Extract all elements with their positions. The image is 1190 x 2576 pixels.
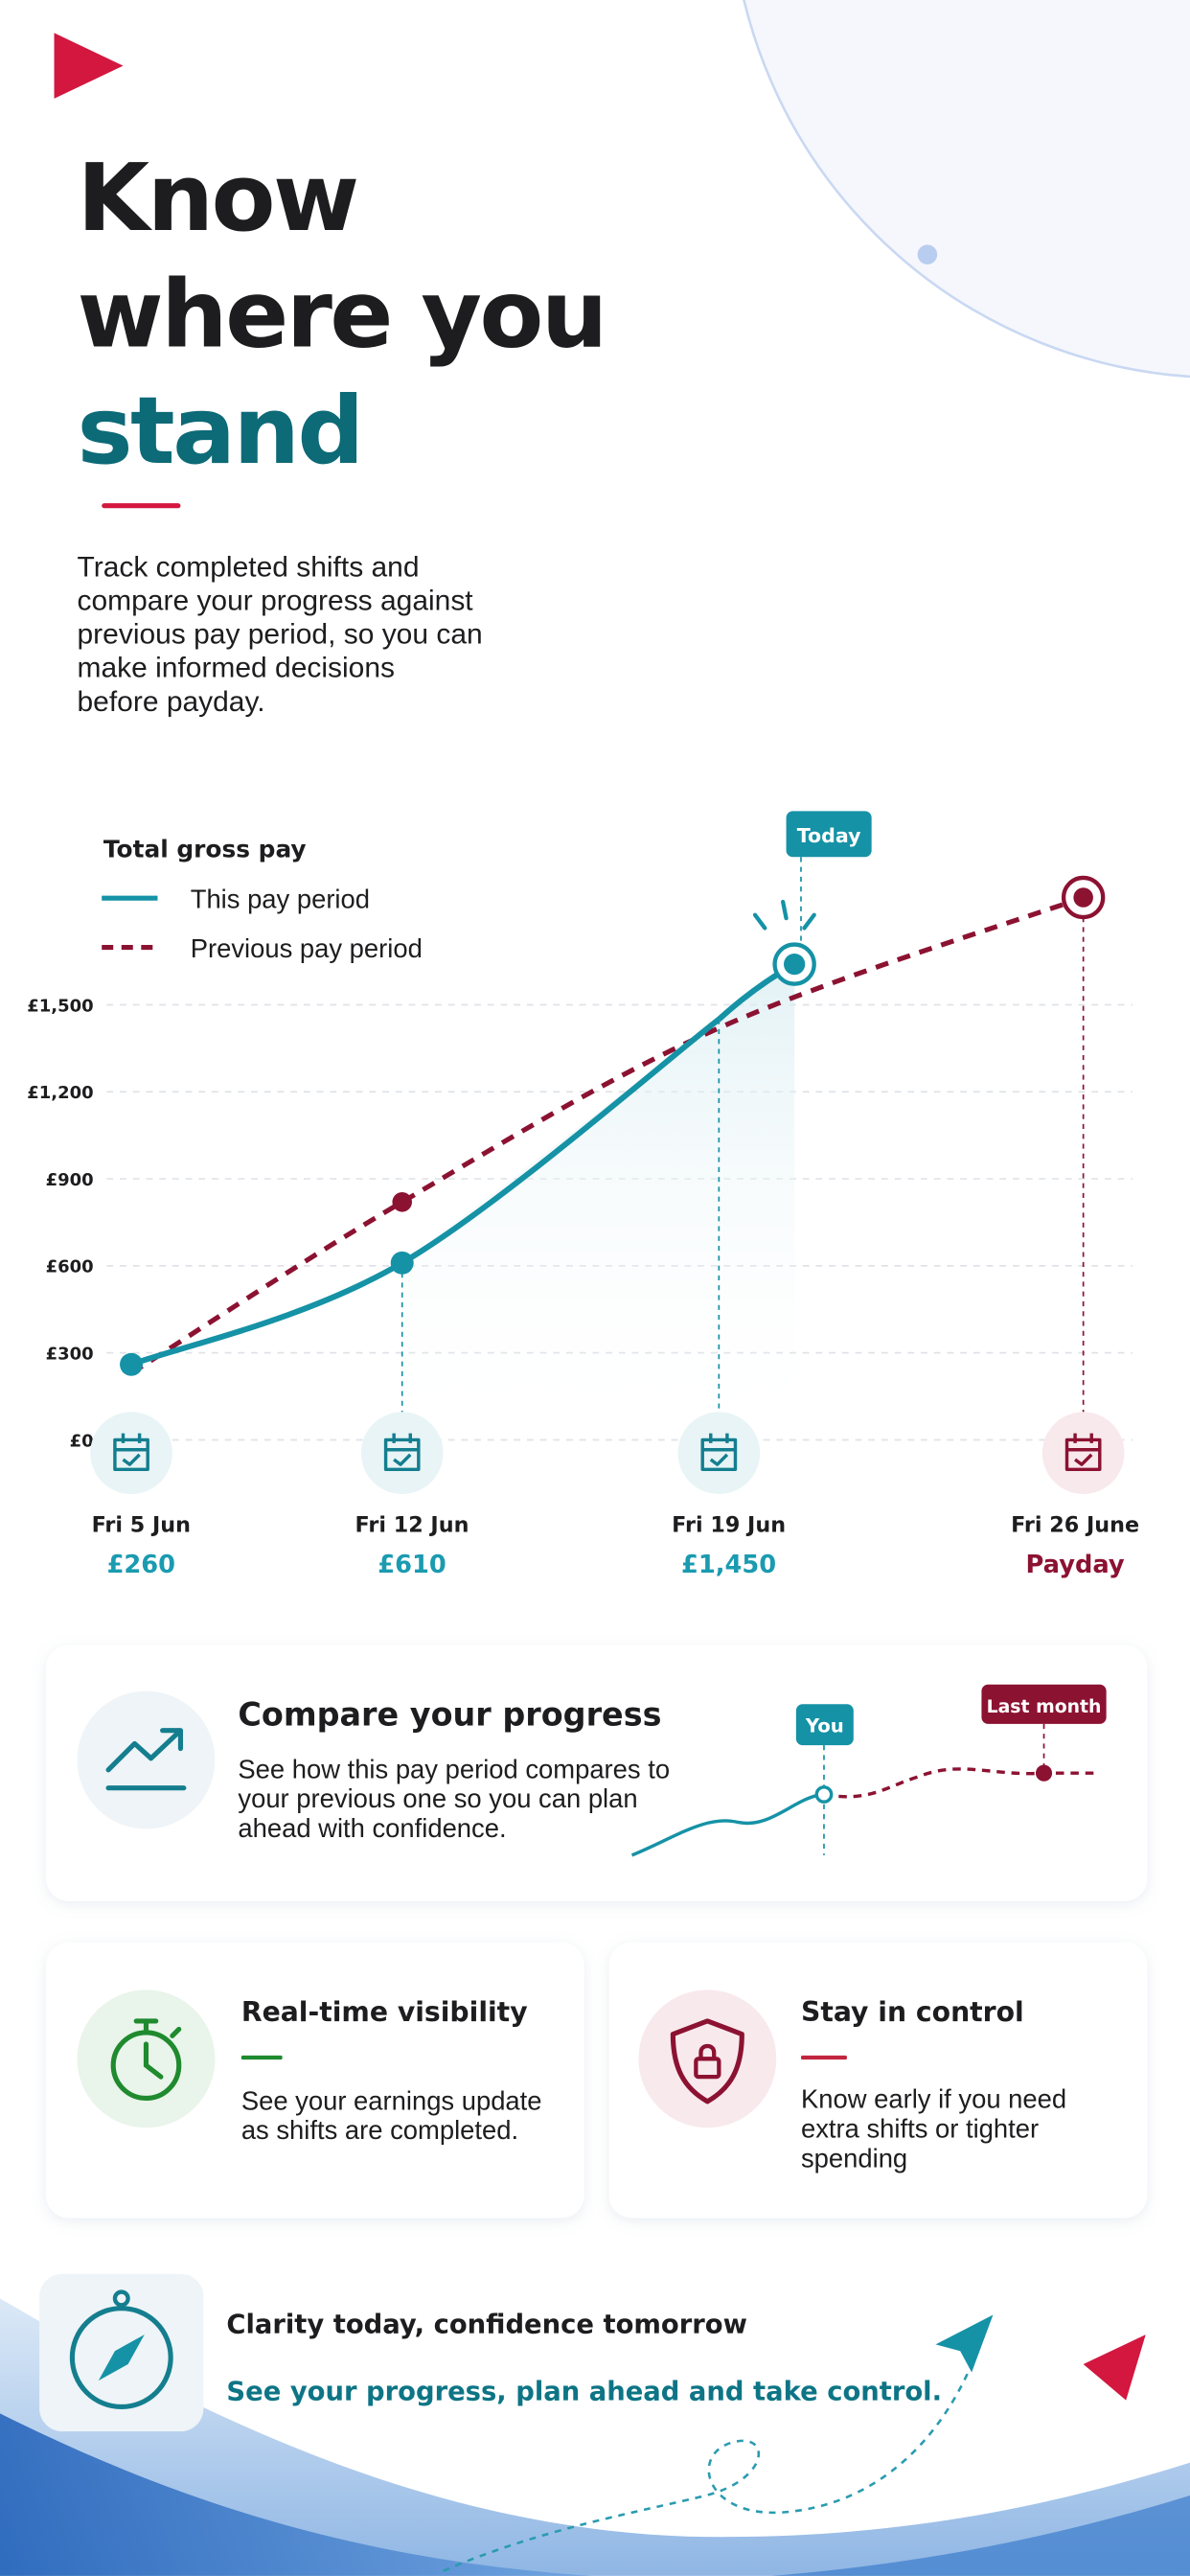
title-line: Know <box>78 144 357 253</box>
footer-wave <box>771 2495 1190 2576</box>
text-line: make informed decisions <box>78 653 395 684</box>
value-label: £1,450 <box>681 1551 776 1579</box>
value-label: £260 <box>107 1551 176 1579</box>
title-underline <box>102 503 181 509</box>
mini-label-bg <box>981 1684 1107 1724</box>
card-title: Stay in control <box>801 1996 1024 2028</box>
text-line: before payday. <box>78 686 265 718</box>
y-tick-label: £900 <box>46 1170 94 1190</box>
legend-label: This pay period <box>191 884 370 913</box>
mini-label-bg <box>795 1704 854 1746</box>
decor-triangle <box>1083 2334 1146 2401</box>
dot <box>392 1192 412 1212</box>
compass-icon <box>69 2289 173 2410</box>
text-line: Know early if you need <box>801 2084 1066 2114</box>
text-line: extra shifts or tighter <box>801 2114 1039 2144</box>
date-icon-bg <box>360 1412 444 1494</box>
legend-title: Total gross pay <box>103 835 307 862</box>
text-line: your previous one so you can plan <box>238 1783 637 1813</box>
trend-icon <box>105 1728 187 1791</box>
shield-icon <box>670 2018 744 2104</box>
today-spark <box>781 899 789 921</box>
payday-label: Payday <box>1026 1551 1125 1579</box>
title-line: stand <box>78 377 362 486</box>
chart: Total gross pay This pay period Previous p… <box>27 811 1139 1579</box>
y-tick-label: £300 <box>46 1345 94 1365</box>
calendar-icon <box>113 1433 149 1472</box>
calendar-icon <box>1064 1433 1102 1472</box>
y-tick-label: £1,200 <box>27 1083 93 1103</box>
x-tick-label: Fri 26 June <box>1011 1512 1139 1537</box>
calendar-icon <box>700 1433 738 1472</box>
text-line: compare your progress against <box>78 585 474 616</box>
calendar-icon <box>383 1433 421 1472</box>
text-line: Track completed shifts and <box>78 551 420 583</box>
decor-circle <box>743 0 1190 379</box>
today-spark <box>802 912 816 931</box>
card-text: See how this pay period compares toyour … <box>238 1754 670 1843</box>
x-tick-label: Fri 5 Jun <box>92 1512 191 1537</box>
text-line: as shifts are completed. <box>241 2115 518 2145</box>
today-spark <box>752 912 767 931</box>
mini-label: Last month <box>987 1697 1102 1717</box>
footer-title: Clarity today, confidence tomorrow <box>226 2310 746 2339</box>
decor-dot <box>917 244 938 264</box>
dot <box>390 1251 414 1275</box>
mini-dot <box>1035 1764 1053 1782</box>
today-label-bg <box>786 811 872 858</box>
plane-trail <box>443 2363 973 2572</box>
text-line: See how this pay period compares to <box>238 1754 670 1783</box>
y-tick-label: £600 <box>46 1257 94 1277</box>
line-previous <box>129 895 1085 1376</box>
today-dot <box>784 953 806 976</box>
footer-tagline: See your progress, plan ahead and take c… <box>226 2378 942 2407</box>
dot <box>120 1352 144 1376</box>
y-tick-label: £1,500 <box>27 996 93 1016</box>
x-tick-label: Fri 12 Jun <box>355 1512 469 1537</box>
text-line: ahead with confidence. <box>238 1813 506 1843</box>
decor-triangle <box>54 33 124 99</box>
area-glow <box>401 964 795 1440</box>
card-underline <box>240 2055 283 2060</box>
today-label: Today <box>797 824 861 847</box>
text-line: spending <box>801 2143 907 2173</box>
mini-line-current <box>630 1792 825 1857</box>
footer-wave <box>0 2298 1190 2576</box>
card-underline <box>800 2055 847 2060</box>
stopwatch-icon <box>110 2018 182 2101</box>
x-tick-label: Fri 19 Jun <box>672 1512 786 1537</box>
title-line: where you <box>78 261 606 370</box>
dot <box>1073 887 1093 908</box>
paper-plane <box>935 2314 994 2373</box>
card <box>45 1644 1148 1901</box>
text-line: See your earnings update <box>241 2085 542 2115</box>
y-tick-label: £0 <box>70 1431 94 1451</box>
mini-dot <box>814 1785 834 1804</box>
date-icon-bg <box>1041 1412 1125 1494</box>
date-icon-bg <box>90 1412 172 1494</box>
card-title: Real-time visibility <box>241 1996 528 2028</box>
card-icon-bg <box>77 1690 216 1829</box>
value-label: £610 <box>378 1551 446 1579</box>
mini-label: You <box>805 1714 844 1736</box>
card-title: Compare your progress <box>238 1696 661 1734</box>
text-line: previous pay period, so you can <box>78 619 483 651</box>
date-icon-bg <box>677 1412 761 1494</box>
mini-line-previous <box>823 1767 1097 1799</box>
footer-wave <box>0 2413 591 2576</box>
legend-label: Previous pay period <box>191 933 423 963</box>
